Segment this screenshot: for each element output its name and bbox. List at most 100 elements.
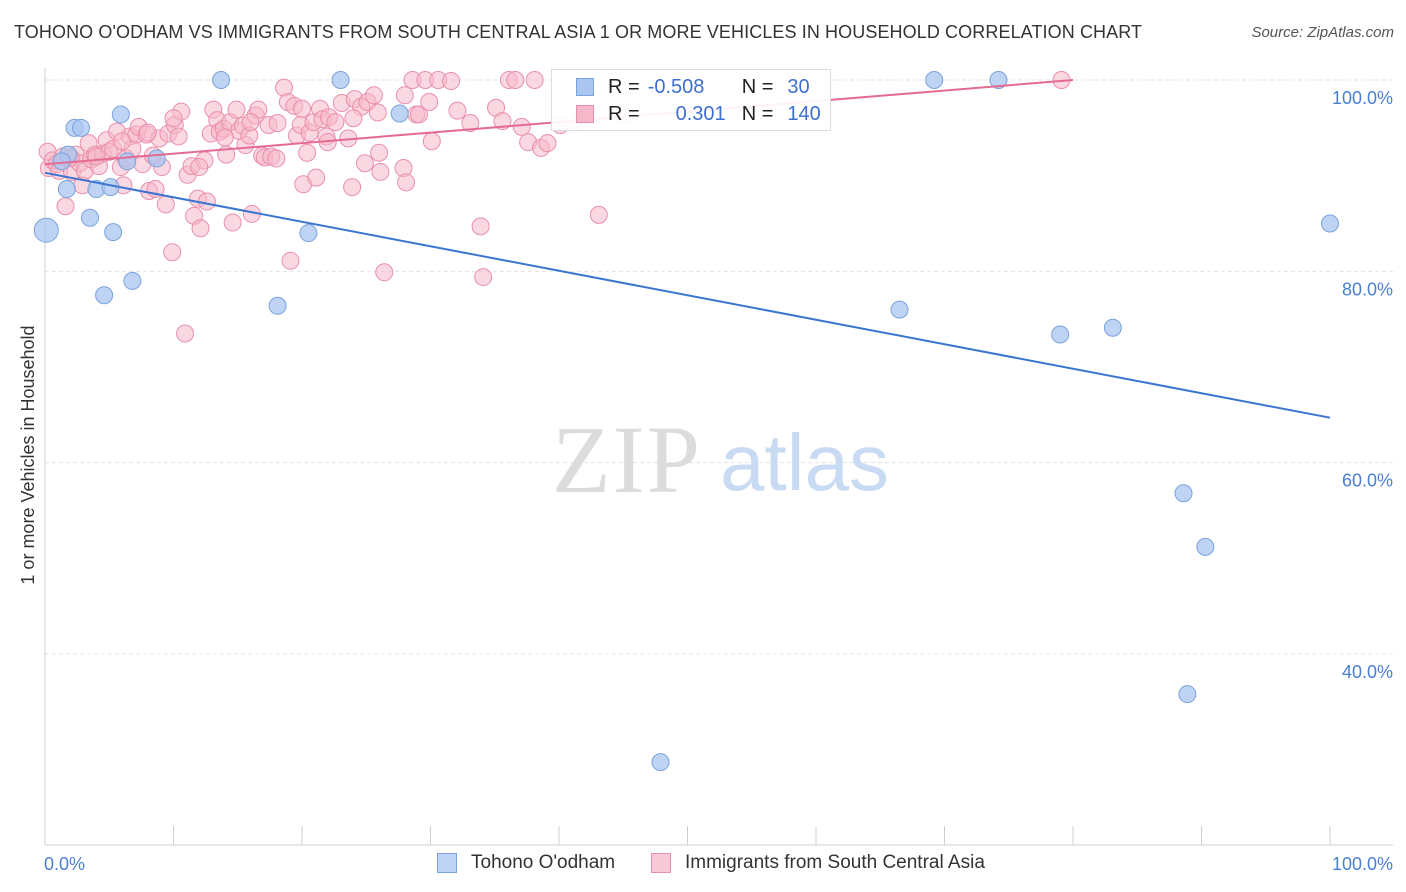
data-point-immigrants [525, 71, 544, 89]
y-tick-label: 80.0% [1342, 279, 1393, 299]
data-point-tohono [268, 296, 287, 315]
watermark-zip: ZIP [552, 406, 702, 513]
data-point-immigrants [364, 86, 383, 105]
data-point-immigrants [223, 213, 242, 232]
data-point-tohono [104, 223, 123, 242]
data-point-immigrants [215, 128, 234, 147]
legend-n-value: 140 [787, 102, 821, 125]
data-point-immigrants [87, 147, 106, 166]
data-point-tohono [1103, 318, 1122, 337]
data-point-immigrants [355, 154, 374, 173]
legend-r-label: R = [608, 75, 640, 98]
x-tick-label: 100.0% [1332, 854, 1393, 874]
watermark-atlas: atlas [720, 418, 889, 507]
data-point-immigrants [227, 100, 246, 119]
trend-line-tohono [44, 171, 1331, 419]
tick-labels: 40.0% 60.0% 80.0% 100.0% 0.0% 100.0% [44, 88, 1393, 874]
stats-legend: R = -0.508 N = 30 R = 0.301 N = 140 [551, 69, 831, 131]
data-point-immigrants [281, 251, 300, 270]
axes [44, 68, 1393, 846]
data-point-tohono [80, 208, 99, 227]
data-point-tohono [331, 71, 350, 89]
data-point-immigrants [506, 71, 525, 89]
data-point-immigrants [422, 132, 441, 151]
watermark: ZIP atlas [552, 406, 889, 513]
data-point-immigrants [298, 143, 317, 162]
data-point-immigrants [512, 117, 531, 136]
data-point-immigrants [268, 114, 287, 133]
data-point-immigrants [164, 109, 183, 128]
data-point-tohono [1178, 685, 1197, 704]
legend-swatch-blue [576, 78, 594, 96]
x-tick-label: 0.0% [44, 854, 85, 874]
legend-r-value: -0.508 [647, 75, 705, 98]
legend-item-tohono: Tohono O'odham [437, 852, 615, 874]
y-tick-label: 40.0% [1342, 662, 1393, 682]
data-point-immigrants [442, 71, 461, 90]
data-point-tohono [1174, 484, 1193, 503]
data-point-tohono [651, 753, 670, 772]
legend-n-label: N = [741, 75, 774, 98]
data-point-tohono [299, 224, 318, 243]
data-point-immigrants [397, 173, 416, 192]
data-point-immigrants [138, 123, 157, 142]
series-legend: Tohono O'odham Immigrants from South Cen… [0, 852, 1406, 878]
grid-lines [45, 79, 1393, 655]
data-point-tohono [989, 71, 1008, 89]
legend-r-label: R = [608, 102, 640, 125]
data-point-immigrants [344, 109, 363, 128]
data-point-immigrants [589, 205, 608, 224]
legend-swatch-pink [651, 853, 671, 873]
data-point-immigrants [113, 132, 132, 151]
data-point-immigrants [241, 113, 260, 132]
data-point-tohono [33, 217, 59, 243]
legend-n-label: N = [741, 102, 774, 125]
data-point-immigrants [448, 101, 467, 120]
legend-row-immigrants: R = 0.301 N = 140 [576, 103, 821, 125]
legend-swatch-pink [576, 105, 594, 123]
data-point-immigrants [169, 127, 188, 146]
series-immigrants-points [38, 71, 1071, 343]
source-label: Source: ZipAtlas.com [1251, 24, 1394, 41]
legend-item-label: Immigrants from South Central Asia [685, 852, 985, 873]
data-point-immigrants [156, 195, 175, 214]
chart-title: TOHONO O'ODHAM VS IMMIGRANTS FROM SOUTH … [14, 22, 1143, 42]
data-point-immigrants [420, 93, 439, 112]
data-point-tohono [71, 118, 90, 137]
data-point-tohono [118, 152, 137, 171]
data-point-immigrants [370, 143, 389, 162]
data-point-immigrants [190, 158, 209, 177]
data-point-immigrants [395, 86, 414, 105]
data-point-immigrants [197, 192, 216, 211]
data-point-immigrants [293, 99, 311, 118]
data-point-immigrants [163, 243, 182, 262]
data-point-tohono [95, 286, 114, 305]
data-point-immigrants [409, 105, 428, 124]
data-point-tohono [52, 152, 71, 171]
data-point-tohono [925, 71, 944, 89]
data-point-tohono [111, 105, 130, 124]
data-point-tohono [57, 180, 76, 199]
data-point-tohono [212, 71, 231, 89]
data-point-tohono [1196, 537, 1215, 556]
data-point-immigrants [538, 134, 557, 153]
y-tick-label: 100.0% [1332, 88, 1393, 108]
data-point-immigrants [375, 263, 394, 282]
data-point-tohono [147, 149, 166, 168]
data-point-immigrants [474, 268, 493, 287]
data-point-tohono [390, 104, 409, 123]
data-point-tohono [1051, 325, 1070, 344]
data-point-immigrants [176, 324, 195, 343]
data-point-immigrants [307, 168, 326, 187]
legend-item-label: Tohono O'odham [471, 852, 616, 873]
legend-swatch-blue [437, 853, 457, 873]
data-point-immigrants [368, 103, 387, 122]
legend-r-value: 0.301 [675, 102, 726, 125]
data-point-immigrants [343, 178, 362, 197]
y-axis-label: 1 or more Vehicles in Household [18, 325, 38, 584]
legend-item-immigrants: Immigrants from South Central Asia [651, 852, 985, 874]
data-point-tohono [890, 300, 909, 319]
data-point-immigrants [471, 217, 490, 236]
data-point-immigrants [461, 114, 480, 133]
